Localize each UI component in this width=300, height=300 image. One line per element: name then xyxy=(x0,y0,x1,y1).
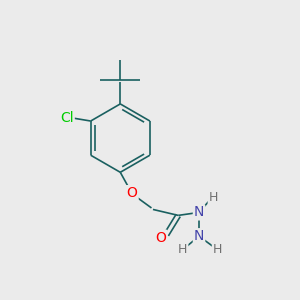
Text: O: O xyxy=(127,186,138,200)
Text: O: O xyxy=(156,231,167,245)
Text: N: N xyxy=(194,229,204,243)
Text: H: H xyxy=(178,243,188,256)
Text: H: H xyxy=(208,191,218,204)
Text: Cl: Cl xyxy=(60,111,74,125)
Text: N: N xyxy=(194,206,204,219)
Text: H: H xyxy=(213,243,222,256)
